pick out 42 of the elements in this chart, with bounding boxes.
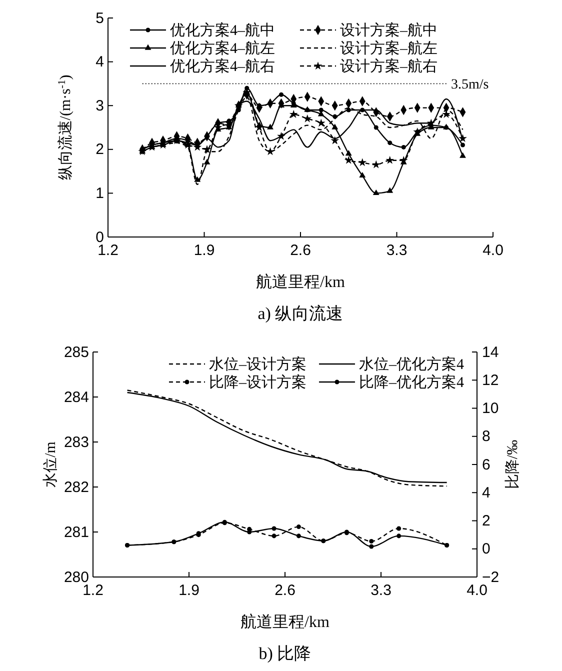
y2-tick-label: 12: [482, 372, 499, 389]
y2-tick-label: 0: [482, 540, 490, 558]
x-tick-label: 1.9: [194, 242, 215, 259]
y2-tick-label: 8: [482, 428, 490, 446]
y-tick-label: 4: [96, 54, 104, 71]
legend-label: 水位–优化方案4: [359, 356, 464, 373]
legend-label: 设计方案–航右: [340, 58, 438, 75]
legend-label: 比降–优化方案4: [359, 374, 464, 391]
y-tick-label: 5: [96, 10, 104, 27]
y2-axis-title: 比降/‰: [504, 440, 521, 490]
x-axis-title: 航道里程/km: [240, 613, 330, 631]
legend-label: 优化方案4–航中: [170, 22, 275, 39]
y-tick-label: 1: [96, 185, 104, 202]
y-tick-label: 2: [96, 141, 104, 158]
y-axis-title: 水位/m: [42, 441, 59, 488]
y-tick-label: 281: [64, 524, 89, 541]
ref-line-label: 3.5m/s: [451, 78, 489, 93]
y2-tick-label: 14: [482, 344, 499, 361]
legend-label: 设计方案–航左: [340, 40, 438, 57]
text: b) 比降: [258, 644, 312, 663]
x-tick-label: 3.3: [370, 582, 392, 599]
legend-label: 水位–设计方案: [209, 356, 306, 373]
y-tick-label: 285: [64, 344, 89, 361]
legend-label: 优化方案4–航右: [170, 58, 275, 75]
legend-label: 设计方案–航中: [340, 22, 438, 39]
y-tick-label: 284: [64, 388, 89, 406]
y-tick-label: 3: [96, 97, 104, 114]
text: a) 纵向流速: [258, 304, 344, 323]
y-tick-label: 282: [64, 478, 89, 496]
y2-tick-label: 4: [482, 484, 490, 502]
x-tick-label: 4.0: [482, 242, 504, 259]
legend-label: 比降–设计方案: [209, 374, 306, 391]
x-tick-label: 2.6: [290, 242, 311, 259]
x-axis-title: 航道里程/km: [256, 273, 346, 291]
x-tick-label: 2.6: [274, 582, 296, 599]
legend-label: 优化方案4–航左: [170, 40, 275, 57]
x-tick-label: 1.9: [178, 582, 200, 599]
y2-tick-label: 2: [482, 512, 490, 530]
x-tick-label: 3.3: [386, 242, 408, 259]
y-tick-label: 283: [64, 434, 89, 451]
y2-tick-label: 6: [482, 456, 490, 474]
y2-tick-label: 10: [482, 400, 499, 418]
